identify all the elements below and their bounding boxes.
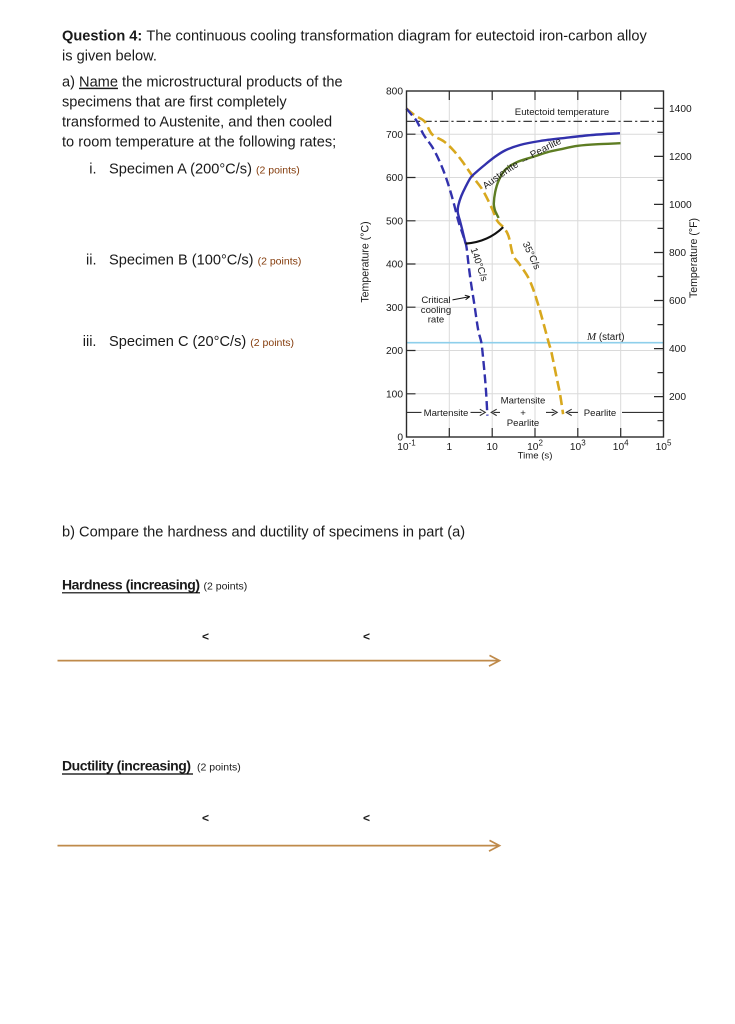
svg-text:is given below.: is given below.	[62, 49, 157, 65]
svg-text:(2 points): (2 points)	[197, 762, 241, 774]
svg-text:<: <	[363, 630, 370, 644]
svg-text:Hardness (increasing): Hardness (increasing)	[62, 577, 200, 593]
svg-text:transformed to Austenite, and: transformed to Austenite, and then coole…	[62, 115, 332, 131]
svg-text:10: 10	[487, 442, 499, 453]
svg-text:140°C/s: 140°C/s	[468, 246, 490, 283]
svg-text:Eutectoid temperature: Eutectoid temperature	[515, 107, 609, 118]
svg-text:104: 104	[613, 439, 629, 454]
svg-text:Martensite: Martensite	[424, 408, 469, 419]
svg-text:Martensite: Martensite	[501, 395, 546, 406]
svg-text:1: 1	[446, 442, 452, 453]
svg-text:Temperature (°F): Temperature (°F)	[688, 218, 700, 298]
svg-text:Pearlite: Pearlite	[507, 418, 540, 429]
svg-text:iii.: iii.	[83, 334, 97, 350]
svg-text:Specimen A (200°C/s) (2 points: Specimen A (200°C/s) (2 points)	[109, 161, 300, 177]
svg-text:Specimen B (100°C/s) (2 points: Specimen B (100°C/s) (2 points)	[109, 252, 301, 268]
svg-text:500: 500	[386, 216, 403, 227]
svg-text:(2 points): (2 points)	[204, 581, 248, 593]
svg-text:Specimen C (20°C/s) (2 points): Specimen C (20°C/s) (2 points)	[109, 334, 294, 350]
svg-text:600: 600	[669, 296, 686, 307]
svg-text:a) Name the microstructural pr: a) Name the microstructural products of …	[62, 75, 343, 91]
svg-text:<: <	[202, 630, 209, 644]
svg-text:1000: 1000	[669, 200, 692, 211]
svg-text:+: +	[520, 408, 526, 419]
svg-text:specimens that are first compl: specimens that are first completely	[62, 95, 287, 111]
svg-text:Question 4: The continuous coo: Question 4: The continuous cooling trans…	[62, 29, 648, 45]
svg-text:35°C/s: 35°C/s	[520, 240, 542, 271]
svg-text:to room temperature at the fol: to room temperature at the following rat…	[62, 135, 336, 151]
svg-text:400: 400	[386, 260, 403, 271]
svg-text:rate: rate	[428, 315, 445, 326]
svg-text:800: 800	[669, 248, 686, 259]
svg-text:200: 200	[386, 346, 403, 357]
svg-text:400: 400	[669, 344, 686, 355]
svg-text:<: <	[202, 811, 209, 825]
svg-text:105: 105	[656, 439, 672, 454]
svg-text:cooling: cooling	[421, 305, 451, 316]
svg-text:Critical: Critical	[421, 295, 450, 306]
svg-text:Temperature (°C): Temperature (°C)	[360, 221, 372, 302]
svg-text:Ductility (increasing): Ductility (increasing)	[62, 758, 191, 774]
svg-text:600: 600	[386, 173, 403, 184]
svg-text:200: 200	[669, 392, 686, 403]
svg-text:i.: i.	[89, 161, 96, 177]
svg-text:Time (s): Time (s)	[518, 451, 553, 462]
svg-text:b) Compare the hardness and du: b) Compare the hardness and ductility of…	[62, 524, 465, 540]
svg-text:M (start): M (start)	[586, 331, 624, 343]
svg-text:300: 300	[386, 303, 403, 314]
svg-text:800: 800	[386, 87, 403, 98]
svg-text:103: 103	[570, 439, 586, 454]
svg-text:700: 700	[386, 130, 403, 141]
svg-text:1200: 1200	[669, 152, 692, 163]
svg-text:ii.: ii.	[86, 252, 97, 268]
svg-text:0: 0	[397, 433, 403, 444]
svg-text:<: <	[363, 811, 370, 825]
svg-text:100: 100	[386, 389, 403, 400]
svg-text:Pearlite: Pearlite	[584, 408, 617, 419]
svg-text:1400: 1400	[669, 104, 692, 115]
